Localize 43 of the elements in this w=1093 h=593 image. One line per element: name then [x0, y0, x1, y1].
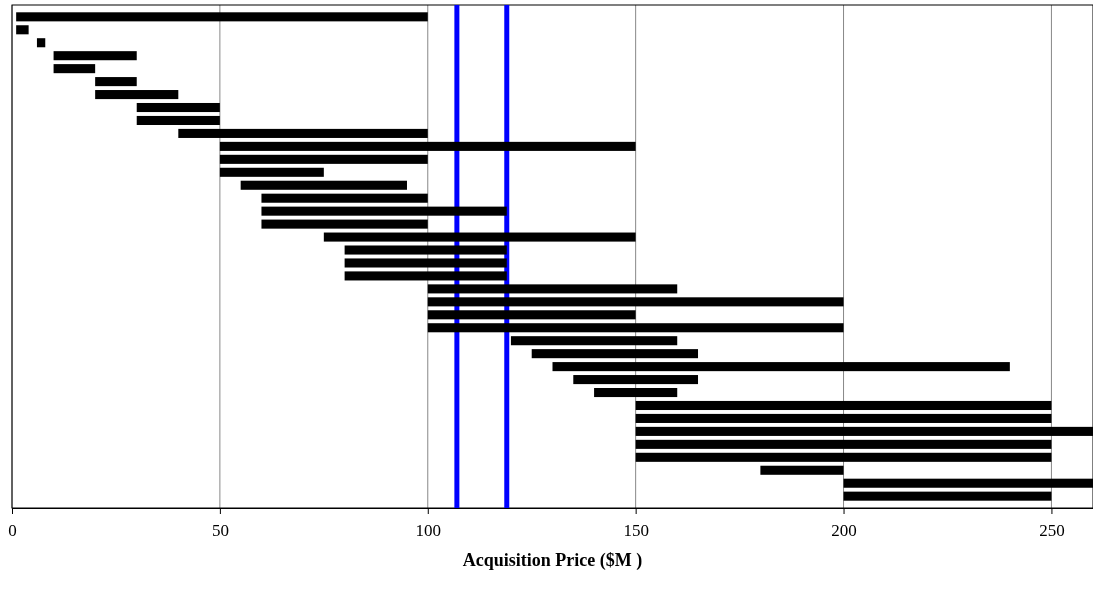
bar	[427, 323, 844, 333]
bar	[531, 349, 699, 359]
bar	[36, 38, 46, 48]
bar	[219, 141, 636, 151]
bar	[344, 271, 507, 281]
x-tick-label: 200	[831, 520, 857, 540]
bar	[16, 25, 29, 35]
x-tick-label: 50	[211, 520, 229, 540]
bar	[261, 193, 428, 203]
bar	[843, 491, 1052, 501]
bar	[95, 77, 137, 87]
bar	[635, 452, 1052, 462]
bar	[323, 232, 636, 242]
bar	[53, 51, 137, 61]
bar	[760, 465, 844, 475]
bar	[219, 167, 324, 177]
bar	[635, 413, 1052, 423]
bar	[136, 115, 220, 126]
bar	[178, 128, 428, 138]
bar	[95, 90, 179, 100]
bar	[594, 388, 678, 398]
bar	[53, 64, 96, 74]
bar	[427, 297, 844, 307]
bar	[427, 284, 678, 294]
bar	[635, 400, 1052, 411]
bar	[240, 180, 407, 190]
x-tick-label: 0	[8, 520, 17, 540]
bar	[16, 12, 428, 22]
bar	[573, 375, 699, 385]
bar	[635, 439, 1052, 449]
bar	[344, 258, 507, 268]
x-tick-label: 100	[415, 520, 442, 540]
x-tick-label: 250	[1039, 520, 1065, 540]
bar	[344, 245, 507, 255]
x-axis-title: Acquisition Price ($M )	[462, 550, 643, 571]
bar	[261, 206, 507, 216]
bar	[136, 102, 220, 113]
bar	[261, 219, 428, 229]
bar	[552, 362, 1010, 372]
bar	[510, 336, 678, 346]
bar	[219, 154, 428, 164]
bar	[427, 310, 636, 320]
x-tick-label: 150	[623, 520, 649, 540]
